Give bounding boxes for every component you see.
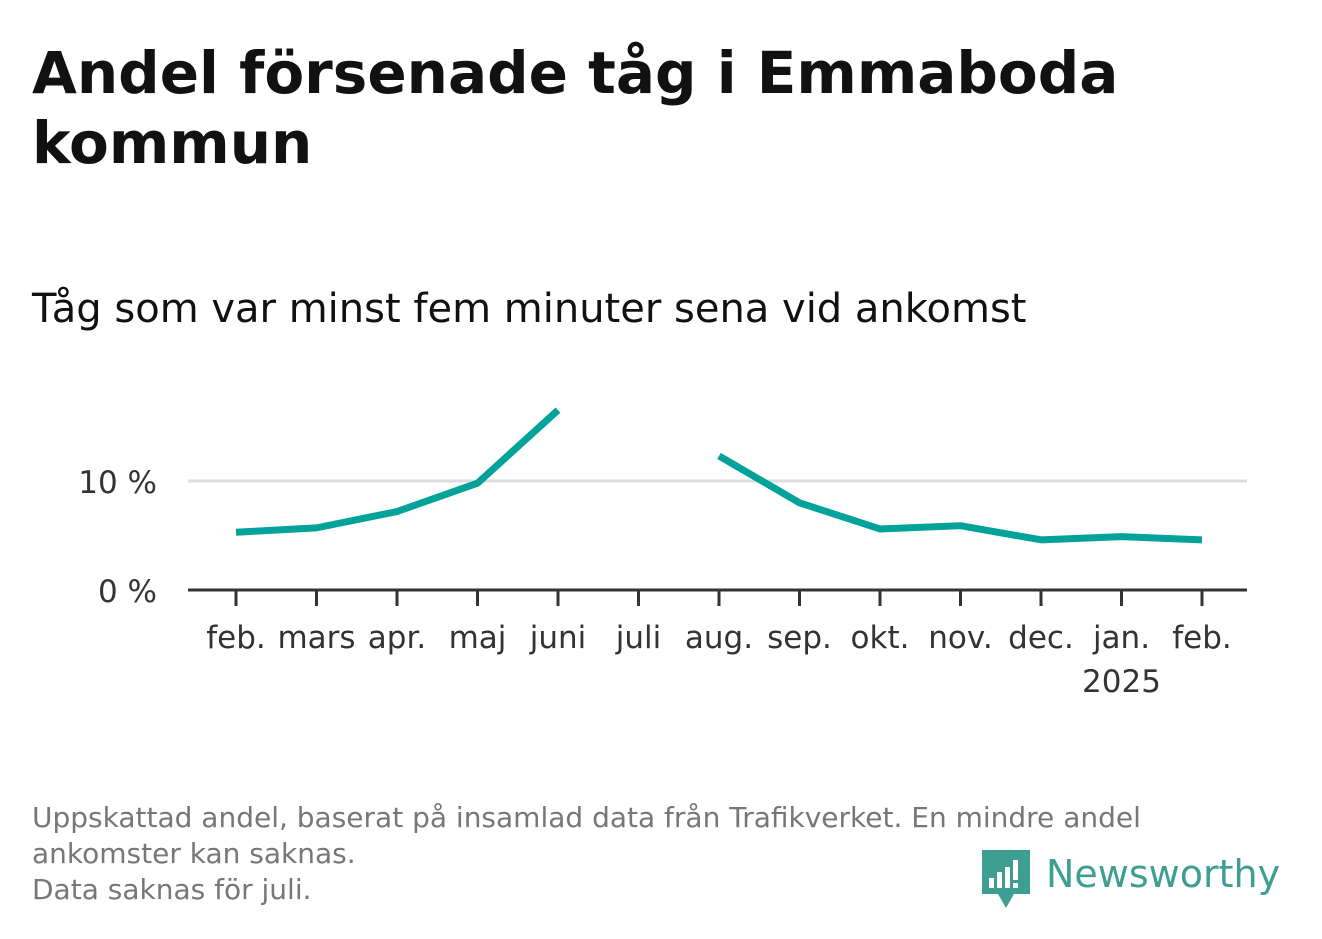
x-axis [188,588,1247,606]
x-tick-label: aug. [685,620,753,656]
footnote: Uppskattad andel, baserat på insamlad da… [32,800,1282,908]
chart-title: Andel försenade tåg i Emmaboda kommun [32,39,1119,177]
newsworthy-logo: Newsworthy [980,848,1280,910]
x-tick-label: feb. [1172,620,1232,656]
x-tick-label: mars [277,620,355,656]
brand-name: Newsworthy [1046,852,1281,896]
x-tick-label: nov. [928,620,992,656]
footnote-line-1: Uppskattad andel, baserat på insamlad da… [32,801,1141,834]
y-axis-labels: 0 % 10 % [78,465,157,610]
x-tick-sublabel: 2025 [1082,664,1161,700]
newsworthy-logo-icon [982,850,1030,908]
footnote-line-3: Data saknas för juli. [32,873,312,906]
x-tick-label: juli [615,620,662,656]
x-tick-label: okt. [851,620,910,656]
x-tick-label: juni [529,620,587,656]
x-tick-label: feb. [206,620,266,656]
series-lines [235,407,1203,544]
x-tick-label: maj [449,620,507,656]
chart-subtitle: Tåg som var minst fem minuter sena vid a… [32,286,1027,332]
series-line [235,407,561,536]
x-axis-labels: feb. mars apr. maj juni juli aug. sep. okt. nov. d… [206,620,1232,700]
x-tick-label: sep. [767,620,832,656]
series-line [717,452,1203,544]
y-tick-label: 0 % [98,574,157,610]
x-tick-label: jan. [1092,620,1150,656]
line-chart: 0 % 10 % feb. mars apr. maj juni juli aug. sep. o… [78,407,1247,700]
footnote-line-2: ankomster kan saknas. [32,837,356,870]
y-tick-label: 10 % [78,465,157,501]
x-tick-label: dec. [1008,620,1074,656]
x-tick-label: apr. [368,620,426,656]
